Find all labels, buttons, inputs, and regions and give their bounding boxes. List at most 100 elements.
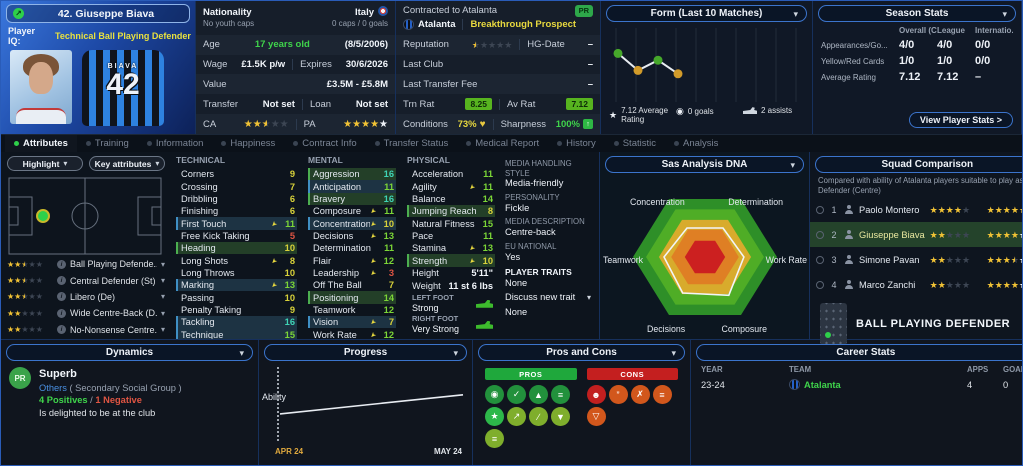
career-stats-header[interactable]: Career Stats ▾: [696, 344, 1022, 361]
star-icon: ★: [1002, 229, 1011, 240]
tab-medical-report[interactable]: Medical Report: [457, 135, 548, 152]
view-player-stats-button[interactable]: View Player Stats >: [908, 112, 1013, 128]
contracted-row: Contracted to Atalanta PR Atalanta Break…: [396, 1, 600, 35]
italy-flag-icon: [378, 6, 388, 17]
attribute-value: 15: [284, 329, 295, 340]
positions-column: Highlight ▾ Key attributes ▾: [1, 152, 169, 339]
technical-attributes-column: TECHNICAL Corners 9 Crossing 7 Dribbling 6 Fin…: [169, 152, 301, 341]
form-panel-title: Form (Last 10 Matches): [650, 8, 763, 19]
con-lines-icon: ≡: [652, 385, 672, 404]
season-column-header: Overall (Cl...: [899, 26, 937, 35]
personal-info-panel: Nationality No youth caps Italy 0 caps /…: [196, 1, 396, 134]
career-goals: 0: [1003, 379, 1009, 390]
dna-panel-header[interactable]: Sas Analysis DNA ▾: [605, 156, 804, 173]
season-stats-header[interactable]: Season Stats ▾: [818, 5, 1016, 22]
attribute-row: Aggression 16: [308, 168, 396, 181]
club-name[interactable]: Atalanta: [418, 18, 456, 30]
eu-national-value: Yes: [505, 251, 521, 262]
empty-star-icon: ★: [504, 39, 513, 50]
media-info-column: MEDIA HANDLING STYLE Media-friendly PERS…: [499, 152, 599, 339]
radio-icon[interactable]: [816, 230, 824, 239]
season-stat-value: 1/0: [899, 55, 915, 67]
chevron-down-icon: ▾: [790, 160, 795, 170]
player-name-box[interactable]: ↗ 42. Giuseppe Biava: [6, 4, 190, 23]
left-foot-value: Strong: [412, 302, 439, 313]
squad-player-name[interactable]: Marco Zanchi: [859, 279, 916, 290]
tab-happiness[interactable]: Happiness: [212, 135, 284, 152]
wage-label: Wage: [203, 59, 228, 71]
attribute-value: 12: [383, 304, 394, 315]
career-team-link[interactable]: Atalanta: [789, 379, 967, 390]
tab-attributes[interactable]: Attributes: [5, 135, 77, 152]
discuss-new-trait-dropdown[interactable]: Discuss new trait ▾: [505, 292, 595, 304]
tab-transfer-status[interactable]: Transfer Status: [366, 135, 458, 152]
squad-comparison-header[interactable]: Squad Comparison ▾: [815, 156, 1022, 173]
nationality-row: Nationality No youth caps Italy 0 caps /…: [196, 1, 395, 35]
star-icon: ★: [1010, 204, 1019, 215]
atalanta-logo-icon: [789, 379, 800, 390]
squad-rank: 2: [831, 229, 837, 240]
goals-text: 0 goals: [687, 106, 714, 116]
attribute-value: 11: [285, 218, 295, 229]
star-icon: ★: [986, 229, 995, 240]
mental-attributes-column: MENTAL Aggression 16 Anticipation 11 Bravery…: [301, 152, 400, 340]
position-rating-row[interactable]: ★★★★★ i Wide Centre-Back (D... ▾: [7, 305, 165, 321]
tab-statistic[interactable]: Statistic: [605, 135, 665, 152]
dynamics-header[interactable]: Dynamics ▾: [6, 344, 253, 361]
value-label: Value: [203, 78, 227, 90]
pro-trend-icon: ↗: [507, 407, 526, 426]
season-stat-value: 4/0: [937, 39, 953, 51]
star-icon: ★: [929, 279, 938, 290]
highlight-dropdown-button[interactable]: Highlight ▾: [7, 156, 83, 171]
star-icon: ★: [352, 118, 362, 130]
form-panel-header[interactable]: Form (Last 10 Matches) ▾: [606, 5, 807, 22]
empty-star-icon: ★: [953, 229, 962, 240]
tab-dot-icon: [221, 141, 227, 146]
dynamics-panel: Dynamics ▾ PR Superb Others ( Secondary …: [1, 340, 259, 465]
tab-information[interactable]: Information: [138, 135, 213, 152]
attribute-row: Leadership ➤ 3: [313, 267, 394, 278]
height-row: Height 5'11": [407, 267, 495, 280]
tab-history[interactable]: History: [548, 135, 605, 152]
squad-player-name[interactable]: Simone Pavan: [859, 254, 920, 265]
tab-analysis[interactable]: Analysis: [665, 135, 727, 152]
empty-star-icon: ★: [953, 279, 962, 290]
progress-header[interactable]: Progress ▾: [264, 344, 467, 361]
ratings-row: Trn Rat 8.25 Av Rat 7.12: [396, 94, 600, 114]
position-rating-row[interactable]: ★★★★★ i No-Nonsense Centre... ▾: [7, 322, 165, 338]
squad-player-name[interactable]: Giuseppe Biava: [859, 229, 925, 240]
tab-dot-icon: [146, 141, 152, 146]
player-status-icon: ↗: [13, 8, 24, 19]
pro-document2-icon: ≡: [485, 429, 504, 448]
radio-icon[interactable]: [816, 280, 824, 289]
chevron-down-icon: ▾: [793, 9, 798, 19]
squad-player-name[interactable]: Paolo Montero: [859, 204, 920, 215]
tab-training[interactable]: Training: [77, 135, 138, 152]
selected-role-label: BALL PLAYING DEFENDER: [856, 318, 1011, 331]
pros-cons-header[interactable]: Pros and Cons ▾: [478, 344, 685, 361]
pro-up-arrow-icon: ▲: [529, 385, 548, 404]
star-icon: ★: [14, 259, 22, 269]
role-selector-bar[interactable]: BALL PLAYING DEFENDER ▾: [810, 297, 1022, 353]
media-handling-value: Media-friendly: [505, 178, 564, 189]
star-icon: ★: [994, 229, 1003, 240]
star-icon: ★: [7, 292, 15, 302]
chevron-down-icon: ▾: [160, 325, 165, 335]
tab-contract-info[interactable]: Contract Info: [284, 135, 365, 152]
social-group-link[interactable]: Others: [39, 382, 67, 393]
star-icon: ★: [379, 118, 389, 130]
key-attributes-dropdown-button[interactable]: Key attributes ▾: [89, 156, 165, 171]
tab-dot-icon: [557, 141, 563, 146]
radio-icon[interactable]: [816, 255, 824, 264]
attribute-value: 10: [482, 255, 493, 266]
radio-icon[interactable]: [816, 205, 824, 214]
contracted-to-label: Contracted to Atalanta: [403, 5, 498, 16]
